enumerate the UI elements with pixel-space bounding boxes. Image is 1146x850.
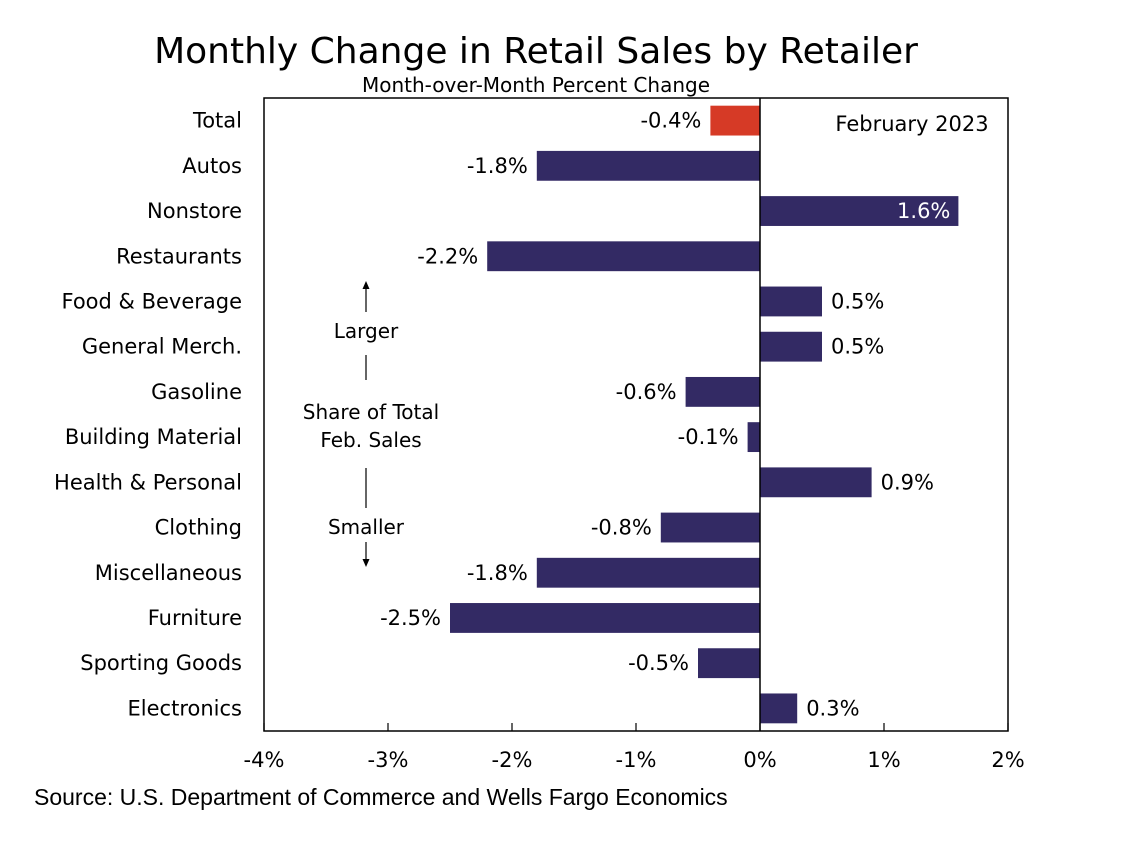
category-label: Health & Personal — [54, 470, 242, 494]
category-label: Autos — [182, 154, 242, 178]
bar-sporting-goods — [698, 648, 760, 679]
bar-gasoline — [685, 376, 760, 407]
bar-nonstore — [760, 196, 959, 226]
x-tick-label: -4% — [244, 748, 285, 772]
bar-electronics — [760, 693, 798, 724]
value-label: 0.9% — [881, 470, 934, 494]
bar-health-personal — [760, 467, 872, 498]
value-label: -0.1% — [678, 425, 739, 449]
bar-miscellaneous — [536, 557, 760, 588]
annotation-smaller: Smaller — [328, 515, 405, 539]
bar-general-merch- — [760, 331, 822, 362]
category-label: Sporting Goods — [80, 651, 242, 675]
category-label: General Merch. — [82, 335, 242, 359]
value-labels: -0.4% -1.8% 1.6% -2.2% 0.5% 0.5% -0.6%-0.1% 0.9… — [380, 109, 950, 721]
value-label: -0.6% — [616, 380, 677, 404]
value-label: 0.3% — [806, 696, 859, 720]
x-tick-label: 0% — [743, 748, 776, 772]
x-tick-label: -3% — [368, 748, 409, 772]
bar-furniture — [450, 603, 760, 633]
value-label: 0.5% — [831, 335, 884, 359]
value-label: -1.8% — [467, 154, 528, 178]
category-label: Miscellaneous — [95, 561, 242, 585]
category-label: Building Material — [65, 425, 242, 449]
value-label: -0.8% — [591, 516, 652, 540]
value-label: -2.2% — [417, 244, 478, 268]
x-tick-label: 1% — [867, 748, 900, 772]
bar-restaurants — [487, 241, 760, 272]
category-labels: Total Autos Nonstore Restaurants Food & Beve… — [54, 109, 242, 721]
bar-clothing — [660, 512, 760, 543]
value-label: 1.6% — [897, 199, 950, 223]
value-label: -0.5% — [628, 651, 689, 675]
annotation-share-line2: Feb. Sales — [320, 428, 421, 452]
value-label: -0.4% — [640, 109, 701, 133]
bars-group — [450, 105, 959, 724]
category-label: Clothing — [155, 516, 242, 540]
arrow-down-head — [362, 559, 370, 567]
x-axis: -4% -3% -2% -1% 0% 1% 2% — [244, 723, 1025, 772]
category-label: Food & Beverage — [61, 289, 242, 313]
category-label: Furniture — [148, 606, 242, 630]
category-label: Electronics — [128, 696, 242, 720]
bar-total — [710, 105, 760, 136]
x-tick-label: -2% — [492, 748, 533, 772]
chart-title: Monthly Change in Retail Sales by Retail… — [154, 31, 918, 72]
category-label: Nonstore — [147, 199, 242, 223]
period-label: February 2023 — [835, 112, 988, 136]
value-label: -1.8% — [467, 561, 528, 585]
value-label: 0.5% — [831, 289, 884, 313]
value-label: -2.5% — [380, 606, 441, 630]
arrow-up-head — [362, 281, 370, 289]
bar-food-beverage — [760, 286, 822, 317]
bar-autos — [536, 150, 760, 181]
chart-subtitle: Month-over-Month Percent Change — [362, 73, 710, 97]
x-tick-label: 2% — [991, 748, 1024, 772]
category-label: Gasoline — [151, 380, 242, 404]
annotation-share-line1: Share of Total — [303, 400, 439, 424]
category-label: Total — [192, 109, 242, 133]
bar-building-material — [747, 422, 760, 453]
share-annotation: Larger Share of Total Feb. Sales Smaller — [303, 281, 439, 567]
category-label: Restaurants — [116, 244, 242, 268]
x-tick-label: -1% — [616, 748, 657, 772]
source-note: Source: U.S. Department of Commerce and … — [34, 784, 728, 810]
annotation-larger: Larger — [334, 319, 399, 343]
